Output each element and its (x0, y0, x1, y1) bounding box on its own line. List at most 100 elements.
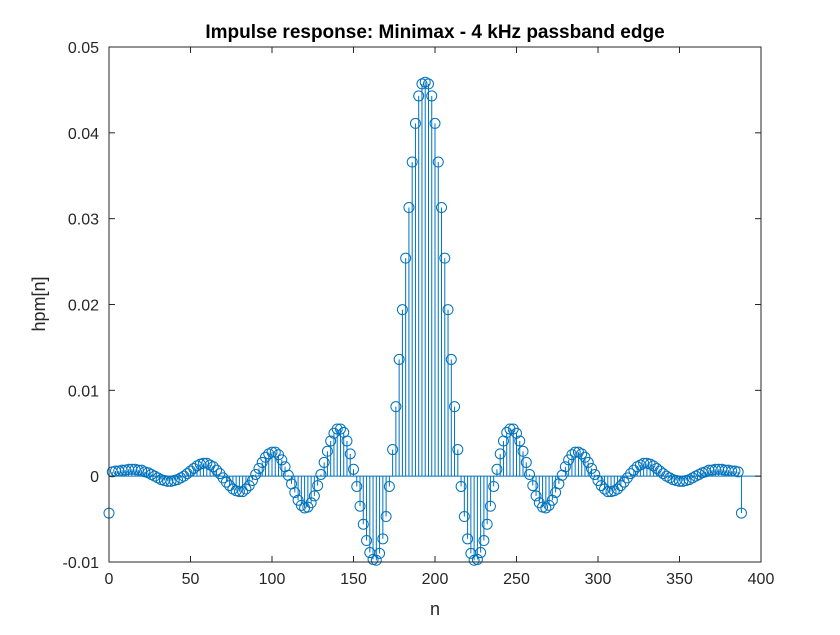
stem-marker (289, 486, 301, 498)
stem-marker (455, 480, 467, 492)
y-axis-ticks: -0.01 0 0.01 0.02 0.03 0.04 0.05 (63, 40, 761, 572)
stem-marker (432, 156, 444, 168)
y-tick-label: 0.01 (68, 383, 99, 400)
stem-marker (458, 511, 470, 523)
stem-marker (422, 78, 434, 90)
stem-marker (315, 468, 327, 480)
stem-marker (569, 446, 581, 458)
stem-marker (462, 533, 474, 545)
chart-title: Impulse response: Minimax - 4 kHz passba… (205, 22, 664, 43)
y-tick-label: 0.05 (68, 40, 99, 57)
stem-marker (393, 353, 405, 365)
stem-marker (488, 480, 500, 492)
stem-marker (403, 202, 415, 214)
stem-marker (478, 535, 490, 547)
stem-marker (406, 156, 418, 168)
stem-marker (387, 444, 399, 456)
stem-marker (341, 435, 353, 447)
x-tick-label: 0 (105, 571, 114, 588)
stem-marker (442, 304, 454, 316)
stem-marker (325, 435, 337, 447)
stem-marker (585, 462, 597, 474)
stem-marker (361, 535, 373, 547)
stem-marker (511, 427, 522, 439)
stem-marker (413, 90, 425, 102)
stem-marker (207, 461, 219, 473)
stem-marker (357, 518, 369, 530)
x-tick-label: 150 (340, 571, 367, 588)
y-tick-label: 0.03 (68, 212, 99, 229)
stem-marker (220, 476, 232, 488)
stem-marker (269, 446, 281, 458)
stem-marker (530, 490, 542, 502)
stem-marker (524, 468, 536, 480)
stem-marker (514, 435, 526, 447)
stem-marker (732, 466, 744, 478)
stem-marker (211, 464, 223, 476)
stem-marker (198, 457, 210, 469)
x-tick-label: 350 (666, 571, 693, 588)
stem-marker (612, 483, 624, 495)
stem-marker (595, 480, 607, 492)
stem-marker (520, 456, 532, 468)
stem-marker (396, 304, 408, 316)
stem-marker (494, 448, 506, 460)
stem-marker (334, 423, 346, 435)
stem-marker (471, 553, 483, 565)
stem-marker (276, 454, 288, 466)
stem-marker (559, 461, 571, 473)
stem-marker (735, 507, 747, 519)
stem-marker (491, 463, 503, 475)
stem-marker (527, 480, 539, 492)
stem-marker (348, 463, 359, 475)
stem-marker (576, 448, 588, 460)
x-tick-label: 50 (182, 571, 200, 588)
stem-marker (400, 252, 412, 264)
stem-marker (517, 445, 529, 457)
stem-marker (582, 456, 594, 468)
stem-marker (377, 533, 389, 545)
stem-marker (380, 511, 392, 523)
stem-marker (449, 401, 461, 413)
stem-marker (540, 502, 552, 514)
stem-marker (481, 518, 493, 530)
stem-marker (436, 202, 448, 214)
stem-marker (546, 494, 558, 506)
y-tick-label: 0 (90, 469, 99, 486)
x-tick-label: 200 (422, 571, 449, 588)
stem-marker (374, 547, 386, 559)
stem-marker (445, 353, 457, 365)
stem-marker (305, 497, 317, 509)
y-tick-label: -0.01 (63, 555, 100, 572)
stem-marker (439, 252, 451, 264)
stem-marker (237, 486, 249, 498)
stem-markers (103, 76, 747, 566)
stem-marker (475, 547, 487, 559)
stem-marker (240, 483, 252, 495)
stem-marker (354, 500, 366, 512)
stem-marker (250, 468, 262, 480)
stem-marker (351, 480, 363, 492)
x-tick-label: 300 (585, 571, 612, 588)
x-tick-label: 100 (259, 571, 286, 588)
stem-marker (318, 456, 330, 468)
stem-marker (312, 480, 324, 492)
x-axis-ticks: 0 50 100 150 200 250 300 350 400 (105, 47, 775, 588)
stem-marker (246, 474, 258, 486)
stem-marker (370, 554, 382, 566)
stem-marker (253, 462, 265, 474)
stem-marker (331, 423, 343, 435)
stem-marker (484, 500, 496, 512)
y-axis-label: hpm[n] (29, 276, 49, 331)
stem-marker (308, 490, 320, 502)
x-tick-label: 400 (748, 571, 775, 588)
stem-marker (344, 448, 356, 460)
stem-marker (409, 117, 421, 129)
stem-marker (321, 445, 333, 457)
stem-marker (233, 486, 245, 498)
stem-marker (390, 401, 402, 413)
y-tick-label: 0.04 (68, 126, 99, 143)
y-tick-label: 0.02 (68, 298, 99, 315)
